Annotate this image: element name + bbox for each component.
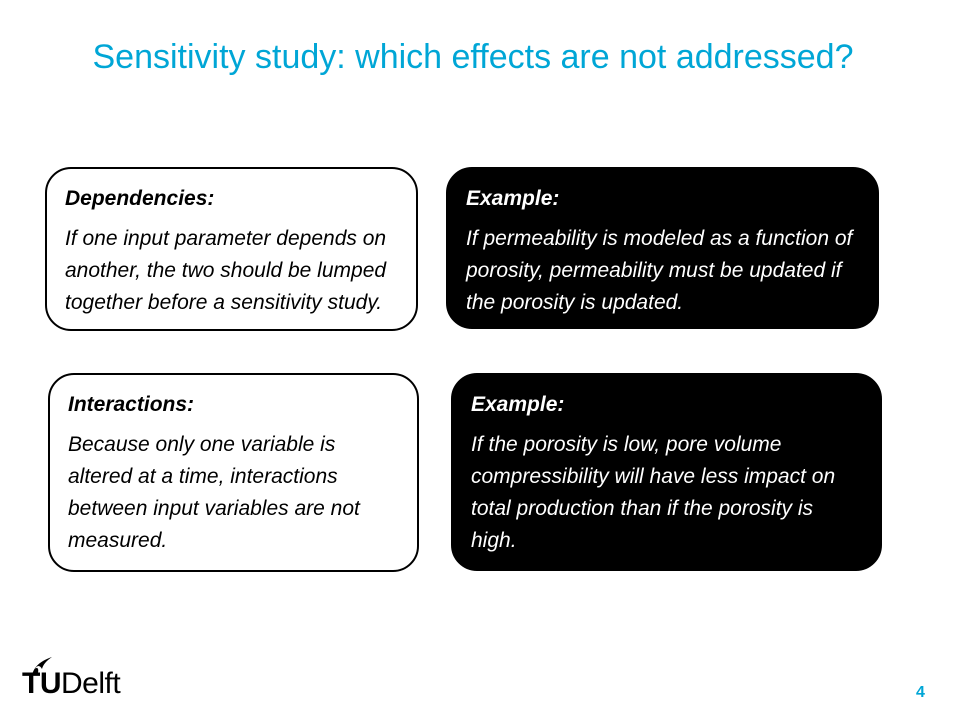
interactions-box: Interactions: Because only one variable … — [48, 373, 419, 572]
logo-wordmark: TUDelft — [22, 667, 121, 701]
interactions-heading: Interactions: — [68, 393, 195, 416]
page-number: 4 — [916, 684, 925, 701]
interactions-example-heading: Example: — [471, 393, 565, 416]
dependencies-box: Dependencies: If one input parameter dep… — [45, 167, 418, 331]
dependencies-example-box: Example: If permeability is modeled as a… — [446, 167, 879, 329]
logo-delft: Delft — [61, 667, 121, 700]
interactions-example-box: Example: If the porosity is low, pore vo… — [451, 373, 882, 571]
slide-title: Sensitivity study: which effects are not… — [92, 38, 854, 76]
tu-delft-logo: TUDelft — [22, 653, 182, 703]
logo-tu: TU — [22, 667, 62, 700]
interactions-example-text: If the porosity is low, pore volume comp… — [471, 433, 836, 552]
dependencies-heading: Dependencies: — [65, 187, 215, 210]
dependencies-text: If one input parameter depends on anothe… — [65, 227, 387, 314]
flame-icon — [32, 657, 52, 675]
dependencies-example-heading: Example: — [466, 187, 560, 210]
interactions-text: Because only one variable is altered at … — [68, 433, 360, 552]
dependencies-example-text: If permeability is modeled as a function… — [466, 227, 853, 314]
